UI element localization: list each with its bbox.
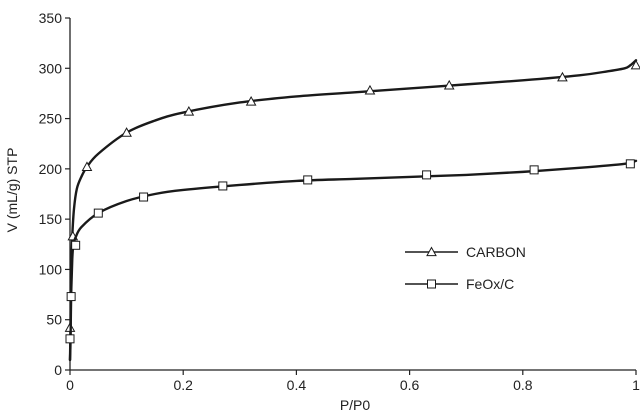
triangle-marker [557, 71, 568, 82]
triangle-marker [81, 161, 93, 171]
triangle-marker [364, 84, 376, 95]
y-tick-label: 0 [54, 362, 62, 378]
square-marker [65, 334, 75, 344]
square-marker [303, 175, 313, 185]
x-tick-label: 0.2 [173, 377, 193, 393]
y-tick-label: 350 [39, 10, 63, 26]
y-tick-label: 100 [39, 261, 63, 277]
triangle-marker [443, 79, 455, 90]
square-marker [66, 292, 76, 302]
triangle-marker [245, 95, 257, 106]
legend-label: CARBON [466, 244, 526, 260]
square-marker [529, 165, 539, 175]
legend-square-marker [427, 279, 436, 289]
square-marker [625, 159, 635, 169]
y-tick-label: 150 [39, 211, 63, 227]
square-marker [422, 170, 432, 180]
series-line [68, 159, 638, 362]
series-layer [64, 59, 640, 362]
y-axis-label: V (mL/g) STP [4, 148, 20, 233]
series-line [68, 59, 638, 362]
legend-item: FeOx/C [405, 276, 514, 292]
square-marker [218, 181, 228, 191]
square-marker [139, 192, 149, 202]
legend-label: FeOx/C [466, 276, 514, 292]
x-tick-label: 1 [632, 377, 640, 393]
series-feox-c [65, 159, 638, 362]
y-tick-label: 50 [46, 312, 62, 328]
triangle-marker [121, 127, 132, 137]
x-tick-label: 0 [66, 377, 74, 393]
x-tick-label: 0.6 [400, 377, 420, 393]
x-axis-ticks: 0 0.2 0.4 0.6 0.8 1 [66, 370, 640, 393]
legend-triangle-marker [426, 246, 437, 257]
plot-area: 0 50 100 150 200 250 300 350 0 0.2 0.4 0.6 0.8 1 [39, 10, 640, 393]
triangle-marker [183, 106, 195, 116]
square-marker [71, 240, 81, 250]
triangle-marker [630, 59, 640, 70]
series-carbon [64, 59, 640, 362]
x-axis-label: P/P0 [340, 397, 371, 413]
y-tick-label: 200 [39, 161, 63, 177]
x-tick-label: 0.8 [513, 377, 533, 393]
x-tick-label: 0.4 [287, 377, 307, 393]
legend: CARBON FeOx/C [405, 244, 526, 292]
legend-item: CARBON [405, 244, 526, 260]
square-marker [93, 208, 103, 218]
y-axis-ticks: 0 50 100 150 200 250 300 350 [39, 10, 70, 378]
y-tick-label: 250 [39, 111, 63, 127]
y-tick-label: 300 [39, 60, 63, 76]
